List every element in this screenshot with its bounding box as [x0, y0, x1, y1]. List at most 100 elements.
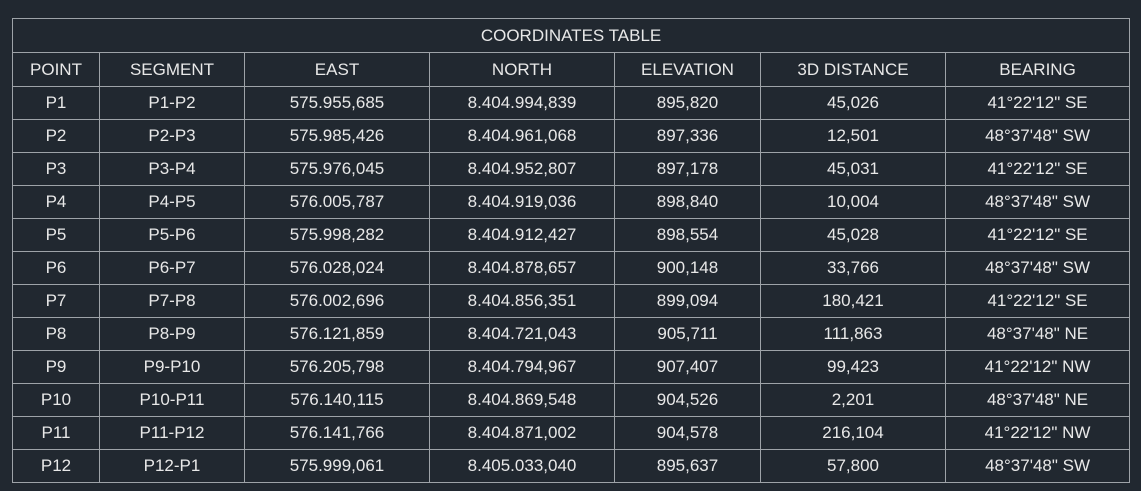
table-cell: 575.985,426 — [244, 119, 430, 153]
column-header: 3D DISTANCE — [760, 52, 946, 87]
table-cell: P1 — [12, 86, 100, 120]
table-cell: P11 — [12, 416, 100, 450]
table-cell: P7-P8 — [99, 284, 245, 318]
table-cell: P2-P3 — [99, 119, 245, 153]
table-cell: 57,800 — [760, 449, 946, 483]
table-cell: P2 — [12, 119, 100, 153]
table-row: P5 P5-P6 575.998,282 8.404.912,427 898,554 45… — [12, 218, 1131, 252]
table-cell: 8.404.856,351 — [429, 284, 615, 318]
table-cell: 48°37'48" SW — [944, 119, 1131, 153]
table-cell: 900,148 — [614, 251, 761, 285]
table-cell: P7 — [12, 284, 100, 318]
table-cell: 898,554 — [614, 218, 761, 252]
table-cell: 905,711 — [614, 317, 761, 351]
table-cell: 897,178 — [614, 152, 761, 186]
table-cell: 41°22'12" SE — [944, 86, 1131, 120]
table-cell: 575.999,061 — [244, 449, 430, 483]
table-cell: P9 — [12, 350, 100, 384]
table-cell: 2,201 — [760, 383, 946, 417]
table-cell: 48°37'48" NE — [944, 317, 1131, 351]
table-cell: 576.002,696 — [244, 284, 430, 318]
table-cell: P5 — [12, 218, 100, 252]
table-cell: P4-P5 — [99, 185, 245, 219]
title-row: COORDINATES TABLE — [11, 18, 1131, 53]
table-cell: 12,501 — [760, 119, 946, 153]
table-row: P11 P11-P12 576.141,766 8.404.871,002 904,57… — [12, 416, 1131, 450]
table-cell: 898,840 — [614, 185, 761, 219]
table-row: P12 P12-P1 575.999,061 8.405.033,040 895,637… — [12, 449, 1131, 483]
coordinates-table: COORDINATES TABLE POINT SEGMENT EAST NORTH E… — [11, 18, 1131, 483]
column-header: POINT — [12, 52, 100, 87]
table-cell: 576.005,787 — [244, 185, 430, 219]
table-cell: 41°22'12" NW — [944, 416, 1131, 450]
table-cell: 41°22'12" NW — [944, 350, 1131, 384]
table-cell: 8.404.912,427 — [429, 218, 615, 252]
table-cell: P11-P12 — [99, 416, 245, 450]
column-header: BEARING — [944, 52, 1131, 87]
table-cell: P3-P4 — [99, 152, 245, 186]
table-cell: 575.955,685 — [244, 86, 430, 120]
table-cell: 216,104 — [760, 416, 946, 450]
column-header: NORTH — [429, 52, 615, 87]
table-row: P10 P10-P11 576.140,115 8.404.869,548 904,52… — [12, 383, 1131, 417]
table-cell: 10,004 — [760, 185, 946, 219]
table-body: COORDINATES TABLE POINT SEGMENT EAST NORTH E… — [11, 18, 1131, 483]
table-row: P1 P1-P2 575.955,685 8.404.994,839 895,820 45… — [12, 86, 1131, 120]
table-cell: 576.205,798 — [244, 350, 430, 384]
table-cell: P8 — [12, 317, 100, 351]
table-cell: 895,637 — [614, 449, 761, 483]
table-cell: 904,578 — [614, 416, 761, 450]
table-cell: 8.404.869,548 — [429, 383, 615, 417]
table-row: P6 P6-P7 576.028,024 8.404.878,657 900,148 33… — [12, 251, 1131, 285]
table-cell: 48°37'48" NE — [944, 383, 1131, 417]
table-cell: 8.404.961,068 — [429, 119, 615, 153]
table-cell: 897,336 — [614, 119, 761, 153]
table-title: COORDINATES TABLE — [11, 18, 1131, 53]
table-cell: 48°37'48" SW — [944, 185, 1131, 219]
table-row: P4 P4-P5 576.005,787 8.404.919,036 898,840 10… — [12, 185, 1131, 219]
table-cell: P6 — [12, 251, 100, 285]
table-cell: 899,094 — [614, 284, 761, 318]
table-cell: 904,526 — [614, 383, 761, 417]
table-cell: 576.121,859 — [244, 317, 430, 351]
table-cell: 48°37'48" SW — [944, 251, 1131, 285]
table-cell: 575.976,045 — [244, 152, 430, 186]
table-cell: 8.404.919,036 — [429, 185, 615, 219]
table-cell: 8.404.794,967 — [429, 350, 615, 384]
table-cell: P9-P10 — [99, 350, 245, 384]
table-row: P3 P3-P4 575.976,045 8.404.952,807 897,178 45… — [12, 152, 1131, 186]
table-row: P8 P8-P9 576.121,859 8.404.721,043 905,711 11… — [12, 317, 1131, 351]
table-cell: 41°22'12" SE — [944, 152, 1131, 186]
table-cell: P1-P2 — [99, 86, 245, 120]
table-cell: P8-P9 — [99, 317, 245, 351]
header-row: POINT SEGMENT EAST NORTH ELEVATION 3D DISTANC… — [12, 52, 1131, 87]
table-cell: 8.404.994,839 — [429, 86, 615, 120]
table-row: P9 P9-P10 576.205,798 8.404.794,967 907,407 9… — [12, 350, 1131, 384]
table-cell: 576.028,024 — [244, 251, 430, 285]
table-cell: P4 — [12, 185, 100, 219]
table-cell: 8.404.721,043 — [429, 317, 615, 351]
table-cell: 45,028 — [760, 218, 946, 252]
table-cell: 41°22'12" SE — [944, 218, 1131, 252]
table-cell: 8.404.952,807 — [429, 152, 615, 186]
table-cell: P10 — [12, 383, 100, 417]
column-header: EAST — [244, 52, 430, 87]
table-cell: 180,421 — [760, 284, 946, 318]
table-cell: 48°37'48" SW — [944, 449, 1131, 483]
column-header: SEGMENT — [99, 52, 245, 87]
table-cell: P12-P1 — [99, 449, 245, 483]
table-row: P7 P7-P8 576.002,696 8.404.856,351 899,094 18… — [12, 284, 1131, 318]
table-cell: P12 — [12, 449, 100, 483]
table-cell: 33,766 — [760, 251, 946, 285]
table-row: P2 P2-P3 575.985,426 8.404.961,068 897,336 12… — [12, 119, 1131, 153]
table-cell: 895,820 — [614, 86, 761, 120]
table-cell: 575.998,282 — [244, 218, 430, 252]
table-cell: P3 — [12, 152, 100, 186]
table-cell: 45,026 — [760, 86, 946, 120]
table-cell: 576.141,766 — [244, 416, 430, 450]
table-cell: 8.404.878,657 — [429, 251, 615, 285]
table-cell: 41°22'12" SE — [944, 284, 1131, 318]
table-cell: 111,863 — [760, 317, 946, 351]
table-cell: 576.140,115 — [244, 383, 430, 417]
